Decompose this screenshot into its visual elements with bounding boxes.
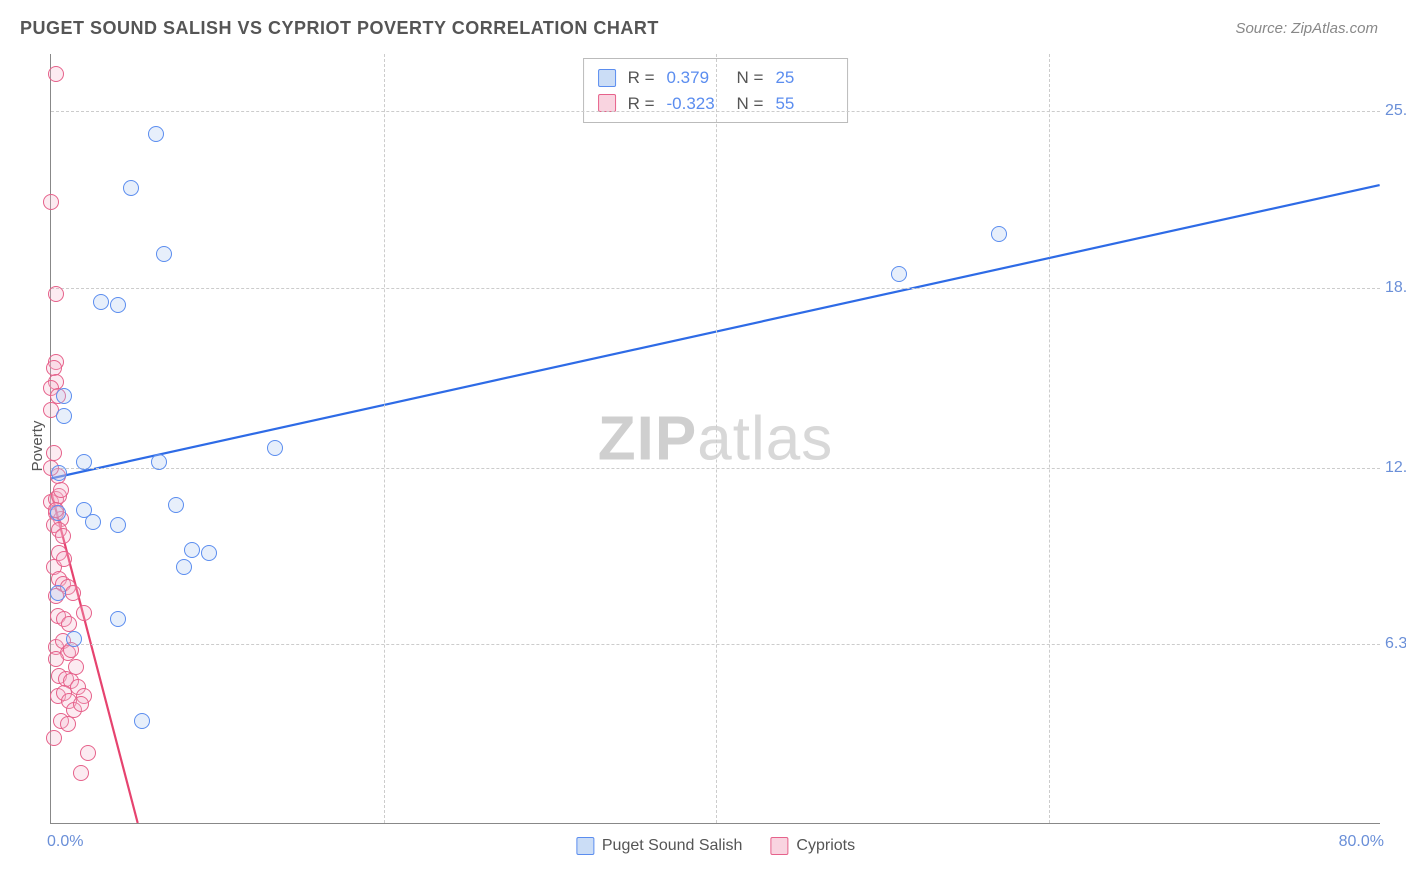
- data-point[interactable]: [76, 605, 92, 621]
- data-point[interactable]: [55, 528, 71, 544]
- data-point[interactable]: [51, 465, 67, 481]
- data-point[interactable]: [48, 66, 64, 82]
- data-point[interactable]: [123, 180, 139, 196]
- source-attribution: Source: ZipAtlas.com: [1235, 20, 1378, 37]
- legend-label-1: Puget Sound Salish: [602, 837, 743, 855]
- chart-title: PUGET SOUND SALISH VS CYPRIOT POVERTY CO…: [20, 18, 659, 39]
- legend-swatch-bottom-1: [576, 837, 594, 855]
- data-point[interactable]: [53, 482, 69, 498]
- data-point[interactable]: [156, 246, 172, 262]
- gridline-vertical: [716, 54, 717, 823]
- y-tick-label: 25.0%: [1385, 102, 1406, 120]
- data-point[interactable]: [48, 286, 64, 302]
- gridline-vertical: [384, 54, 385, 823]
- y-tick-label: 18.8%: [1385, 279, 1406, 297]
- data-point[interactable]: [110, 517, 126, 533]
- data-point[interactable]: [201, 545, 217, 561]
- chart-container: PUGET SOUND SALISH VS CYPRIOT POVERTY CO…: [0, 0, 1406, 892]
- data-point[interactable]: [148, 126, 164, 142]
- data-point[interactable]: [73, 765, 89, 781]
- data-point[interactable]: [80, 745, 96, 761]
- legend-swatch-bottom-2: [770, 837, 788, 855]
- series-legend: Puget Sound Salish Cypriots: [576, 837, 855, 855]
- data-point[interactable]: [56, 408, 72, 424]
- data-point[interactable]: [134, 713, 150, 729]
- plot-area: ZIPatlas R = 0.379 N = 25 R = -0.323 N =…: [50, 54, 1380, 824]
- x-tick-min: 0.0%: [47, 833, 83, 851]
- n-label-2: N =: [737, 91, 764, 117]
- data-point[interactable]: [267, 440, 283, 456]
- data-point[interactable]: [56, 551, 72, 567]
- data-point[interactable]: [891, 266, 907, 282]
- y-tick-label: 6.3%: [1385, 635, 1406, 653]
- data-point[interactable]: [56, 388, 72, 404]
- data-point[interactable]: [65, 585, 81, 601]
- legend-swatch-series1: [598, 69, 616, 87]
- n-value-1: 25: [775, 65, 833, 91]
- legend-item-series1[interactable]: Puget Sound Salish: [576, 837, 743, 855]
- data-point[interactable]: [46, 730, 62, 746]
- data-point[interactable]: [93, 294, 109, 310]
- legend-swatch-series2: [598, 94, 616, 112]
- data-point[interactable]: [73, 696, 89, 712]
- r-label-1: R =: [628, 65, 655, 91]
- data-point[interactable]: [991, 226, 1007, 242]
- data-point[interactable]: [60, 716, 76, 732]
- n-label-1: N =: [737, 65, 764, 91]
- gridline-vertical: [1049, 54, 1050, 823]
- data-point[interactable]: [76, 454, 92, 470]
- data-point[interactable]: [184, 542, 200, 558]
- legend-item-series2[interactable]: Cypriots: [770, 837, 855, 855]
- x-tick-max: 80.0%: [1339, 833, 1384, 851]
- data-point[interactable]: [176, 559, 192, 575]
- data-point[interactable]: [50, 585, 66, 601]
- data-point[interactable]: [151, 454, 167, 470]
- data-point[interactable]: [110, 297, 126, 313]
- watermark-zip: ZIP: [598, 404, 697, 473]
- n-value-2: 55: [775, 91, 833, 117]
- data-point[interactable]: [46, 445, 62, 461]
- data-point[interactable]: [48, 651, 64, 667]
- data-point[interactable]: [76, 502, 92, 518]
- legend-label-2: Cypriots: [796, 837, 855, 855]
- y-tick-label: 12.5%: [1385, 459, 1406, 477]
- data-point[interactable]: [168, 497, 184, 513]
- watermark-atlas: atlas: [697, 404, 833, 473]
- data-point[interactable]: [66, 631, 82, 647]
- r-label-2: R =: [628, 91, 655, 117]
- data-point[interactable]: [43, 194, 59, 210]
- data-point[interactable]: [50, 505, 66, 521]
- data-point[interactable]: [110, 611, 126, 627]
